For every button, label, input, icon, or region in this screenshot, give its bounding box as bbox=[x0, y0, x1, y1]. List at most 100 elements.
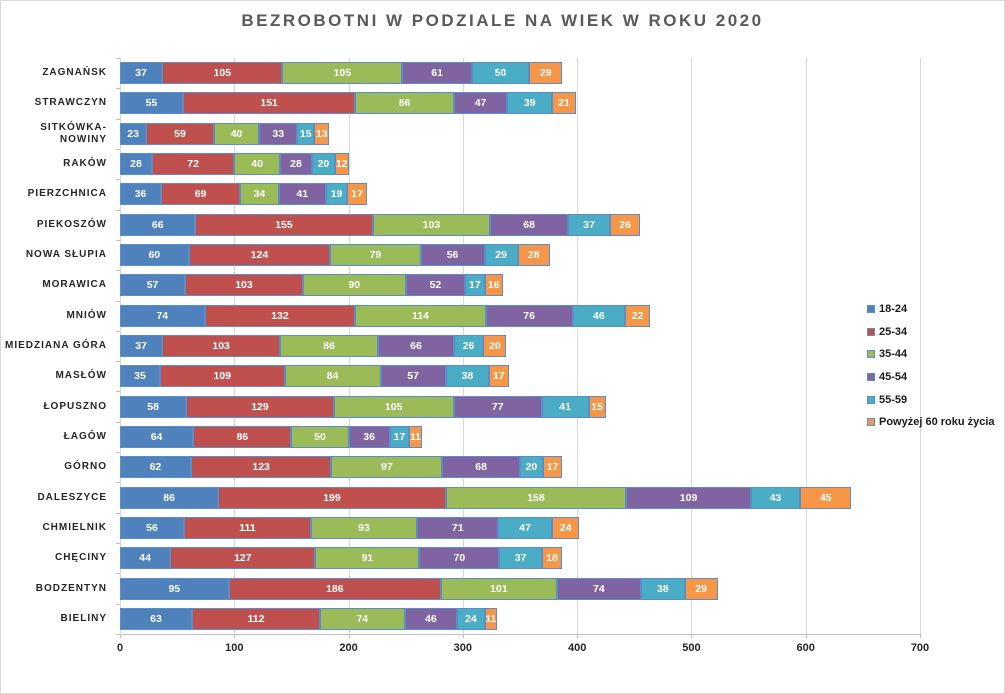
category-label: DALESZYCE bbox=[37, 491, 107, 503]
value-label: 101 bbox=[490, 582, 508, 595]
bar-row: 74 132 114 76 46 22 bbox=[120, 304, 920, 327]
bar-row: 44 127 91 70 37 18 bbox=[120, 547, 920, 570]
category-label: SITKÓWKA-NOWINY bbox=[40, 121, 107, 145]
bar-segment-55-59: 26 bbox=[453, 335, 484, 357]
value-label: 86 bbox=[398, 97, 411, 110]
bar-segment-25-34: 86 bbox=[193, 425, 292, 448]
value-label: 39 bbox=[523, 97, 536, 110]
bar-segment-55-59: 17 bbox=[389, 425, 410, 448]
bar-segment-18-24: 55 bbox=[120, 92, 183, 115]
legend-label: 35-44 bbox=[879, 348, 908, 361]
value-label: 43 bbox=[769, 491, 782, 504]
value-label: 52 bbox=[429, 279, 442, 292]
bar-segment-powyżej-60-roku-życia: 13 bbox=[314, 122, 330, 145]
legend-item: 18-24 bbox=[867, 298, 995, 321]
legend-swatch-icon bbox=[867, 373, 875, 382]
x-axis-tick bbox=[462, 634, 464, 638]
bar-segment-25-34: 151 bbox=[182, 92, 356, 115]
bar-segment-55-59: 50 bbox=[472, 62, 530, 85]
y-axis-tick bbox=[116, 58, 120, 59]
bar-segment-45-54: 46 bbox=[404, 607, 458, 630]
value-label: 105 bbox=[213, 67, 232, 80]
gridline bbox=[577, 58, 579, 634]
value-label: 74 bbox=[156, 309, 169, 322]
value-label: 103 bbox=[212, 340, 230, 352]
value-label: 105 bbox=[333, 67, 352, 80]
bar-segment-45-54: 77 bbox=[453, 395, 542, 418]
value-label: 35 bbox=[134, 370, 146, 383]
value-label: 63 bbox=[150, 612, 162, 625]
bar-segment-45-54: 71 bbox=[417, 516, 499, 539]
value-label: 64 bbox=[150, 430, 163, 443]
legend-swatch-icon bbox=[867, 327, 875, 336]
bar-segment-powyżej-60-roku-życia: 12 bbox=[334, 153, 349, 176]
bar-segment-25-34: 123 bbox=[190, 456, 332, 479]
value-label: 13 bbox=[315, 127, 328, 140]
bar-segment-18-24: 56 bbox=[120, 516, 184, 539]
value-label: 44 bbox=[139, 552, 151, 565]
value-label: 11 bbox=[485, 612, 497, 625]
bar-segment-55-59: 20 bbox=[520, 456, 543, 479]
bar-segment-45-54: 61 bbox=[402, 62, 472, 85]
y-axis-tick bbox=[116, 452, 120, 454]
bar-segment-25-34: 103 bbox=[162, 335, 280, 357]
category-label: NOWA SŁUPIA bbox=[25, 249, 107, 261]
x-axis-tick-label: 600 bbox=[796, 642, 815, 654]
value-label: 123 bbox=[252, 461, 270, 474]
legend-label: 55-59 bbox=[879, 393, 908, 406]
value-label: 28 bbox=[130, 158, 142, 171]
bar-segment-45-54: 70 bbox=[419, 547, 500, 570]
value-label: 68 bbox=[523, 218, 535, 231]
bar-segment-25-34: 72 bbox=[152, 153, 235, 176]
value-label: 37 bbox=[135, 340, 147, 352]
value-label: 21 bbox=[558, 97, 570, 110]
value-label: 20 bbox=[317, 158, 330, 171]
value-label: 11 bbox=[409, 430, 421, 443]
bar-segment-powyżej-60-roku-życia: 11 bbox=[484, 607, 498, 630]
bar-segment-35-44: 79 bbox=[330, 244, 421, 267]
bar-row: 37 105 105 61 50 29 bbox=[120, 62, 920, 85]
bar-segment-45-54: 36 bbox=[348, 425, 390, 448]
bar-segment-powyżej-60-roku-życia: 15 bbox=[588, 395, 606, 418]
category-label: CHMIELNIK bbox=[42, 521, 107, 533]
value-label: 37 bbox=[514, 552, 527, 565]
value-label: 69 bbox=[194, 188, 207, 201]
y-axis-tick bbox=[116, 421, 120, 423]
value-label: 72 bbox=[187, 158, 199, 171]
bar-row: 66 155 103 68 37 26 bbox=[120, 213, 920, 236]
value-label: 33 bbox=[272, 127, 285, 140]
value-label: 66 bbox=[151, 218, 164, 231]
value-label: 84 bbox=[326, 370, 339, 383]
value-label: 95 bbox=[168, 582, 181, 595]
y-axis-tick bbox=[116, 270, 120, 272]
bar-segment-powyżej-60-roku-życia: 18 bbox=[541, 547, 563, 570]
value-label: 22 bbox=[631, 309, 644, 322]
bar-segment-25-34: 124 bbox=[188, 244, 331, 267]
gridline bbox=[920, 58, 921, 634]
value-label: 74 bbox=[356, 612, 369, 625]
bar-segment-18-24: 60 bbox=[120, 244, 189, 267]
bar-segment-25-34: 155 bbox=[195, 213, 373, 236]
value-label: 57 bbox=[146, 279, 159, 292]
category-label: PIERZCHNICA bbox=[27, 188, 107, 200]
value-label: 28 bbox=[290, 158, 302, 171]
bar-segment-55-59: 43 bbox=[750, 486, 800, 509]
bar-segment-powyżej-60-roku-życia: 29 bbox=[684, 577, 718, 600]
value-label: 37 bbox=[583, 218, 595, 231]
bar-row: 37 103 86 66 26 20 bbox=[120, 335, 920, 357]
bar-segment-35-44: 40 bbox=[234, 153, 280, 176]
bar-segment-45-54: 57 bbox=[380, 365, 446, 388]
bar-row: 64 86 50 36 17 11 bbox=[120, 425, 920, 448]
bar-segment-18-24: 28 bbox=[120, 153, 152, 176]
bar-segment-45-54: 41 bbox=[278, 183, 326, 206]
x-axis-tick bbox=[348, 634, 350, 638]
bar-segment-25-34: 127 bbox=[170, 547, 316, 570]
bar-segment-18-24: 37 bbox=[120, 62, 163, 85]
bar-segment-powyżej-60-roku-życia: 21 bbox=[552, 92, 576, 115]
value-label: 15 bbox=[299, 127, 312, 140]
bar-segment-55-59: 20 bbox=[312, 153, 335, 176]
y-axis-tick bbox=[116, 573, 120, 575]
x-axis-line bbox=[120, 634, 921, 635]
bar-segment-35-44: 93 bbox=[310, 516, 418, 539]
bar-row: 28 72 40 28 20 12 bbox=[120, 153, 920, 176]
